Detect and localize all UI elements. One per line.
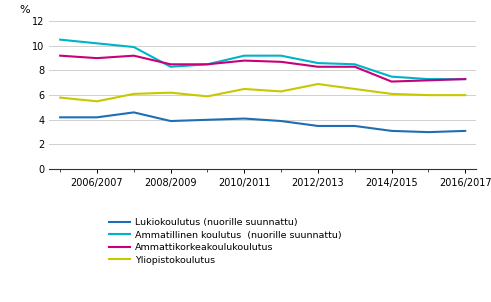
Ammatillinen koulutus  (nuorille suunnattu) bbox=[167, 65, 174, 69]
Line: Ammatillinen koulutus  (nuorille suunnattu): Ammatillinen koulutus (nuorille suunnatt… bbox=[60, 40, 465, 79]
Yliopistokoulutus bbox=[278, 90, 284, 93]
Ammatillinen koulutus  (nuorille suunnattu) bbox=[94, 41, 100, 45]
Ammattikorkeakoulukoulutus bbox=[388, 80, 394, 83]
Ammatillinen koulutus  (nuorille suunnattu) bbox=[388, 75, 394, 79]
Ammatillinen koulutus  (nuorille suunnattu) bbox=[204, 63, 210, 66]
Yliopistokoulutus bbox=[388, 92, 394, 96]
Lukiokoulutus (nuorille suunnattu) bbox=[204, 118, 210, 122]
Line: Yliopistokoulutus: Yliopistokoulutus bbox=[60, 84, 465, 101]
Ammattikorkeakoulukoulutus bbox=[352, 65, 357, 69]
Lukiokoulutus (nuorille suunnattu) bbox=[131, 111, 136, 114]
Ammattikorkeakoulukoulutus bbox=[425, 79, 431, 82]
Line: Ammattikorkeakoulukoulutus: Ammattikorkeakoulukoulutus bbox=[60, 56, 465, 82]
Yliopistokoulutus bbox=[315, 82, 321, 86]
Ammattikorkeakoulukoulutus bbox=[204, 63, 210, 66]
Lukiokoulutus (nuorille suunnattu) bbox=[278, 119, 284, 123]
Lukiokoulutus (nuorille suunnattu) bbox=[167, 119, 174, 123]
Ammatillinen koulutus  (nuorille suunnattu) bbox=[131, 45, 136, 49]
Ammatillinen koulutus  (nuorille suunnattu) bbox=[352, 63, 357, 66]
Yliopistokoulutus bbox=[94, 99, 100, 103]
Ammattikorkeakoulukoulutus bbox=[167, 63, 174, 66]
Legend: Lukiokoulutus (nuorille suunnattu), Ammatillinen koulutus  (nuorille suunnattu),: Lukiokoulutus (nuorille suunnattu), Amma… bbox=[109, 218, 341, 265]
Line: Lukiokoulutus (nuorille suunnattu): Lukiokoulutus (nuorille suunnattu) bbox=[60, 112, 465, 132]
Ammattikorkeakoulukoulutus bbox=[278, 60, 284, 64]
Ammatillinen koulutus  (nuorille suunnattu) bbox=[278, 54, 284, 57]
Lukiokoulutus (nuorille suunnattu) bbox=[425, 130, 431, 134]
Lukiokoulutus (nuorille suunnattu) bbox=[462, 129, 468, 133]
Ammattikorkeakoulukoulutus bbox=[57, 54, 63, 57]
Text: %: % bbox=[19, 5, 30, 15]
Yliopistokoulutus bbox=[131, 92, 136, 96]
Ammatillinen koulutus  (nuorille suunnattu) bbox=[241, 54, 247, 57]
Ammattikorkeakoulukoulutus bbox=[462, 77, 468, 81]
Ammatillinen koulutus  (nuorille suunnattu) bbox=[425, 77, 431, 81]
Lukiokoulutus (nuorille suunnattu) bbox=[57, 115, 63, 119]
Ammattikorkeakoulukoulutus bbox=[94, 56, 100, 60]
Yliopistokoulutus bbox=[462, 93, 468, 97]
Ammatillinen koulutus  (nuorille suunnattu) bbox=[57, 38, 63, 41]
Ammattikorkeakoulukoulutus bbox=[241, 59, 247, 63]
Ammattikorkeakoulukoulutus bbox=[131, 54, 136, 57]
Ammatillinen koulutus  (nuorille suunnattu) bbox=[315, 61, 321, 65]
Lukiokoulutus (nuorille suunnattu) bbox=[94, 115, 100, 119]
Yliopistokoulutus bbox=[57, 96, 63, 99]
Yliopistokoulutus bbox=[204, 95, 210, 98]
Ammatillinen koulutus  (nuorille suunnattu) bbox=[462, 77, 468, 81]
Lukiokoulutus (nuorille suunnattu) bbox=[352, 124, 357, 128]
Yliopistokoulutus bbox=[167, 91, 174, 95]
Lukiokoulutus (nuorille suunnattu) bbox=[241, 117, 247, 120]
Yliopistokoulutus bbox=[425, 93, 431, 97]
Yliopistokoulutus bbox=[352, 87, 357, 91]
Yliopistokoulutus bbox=[241, 87, 247, 91]
Lukiokoulutus (nuorille suunnattu) bbox=[388, 129, 394, 133]
Lukiokoulutus (nuorille suunnattu) bbox=[315, 124, 321, 128]
Ammattikorkeakoulukoulutus bbox=[315, 65, 321, 69]
